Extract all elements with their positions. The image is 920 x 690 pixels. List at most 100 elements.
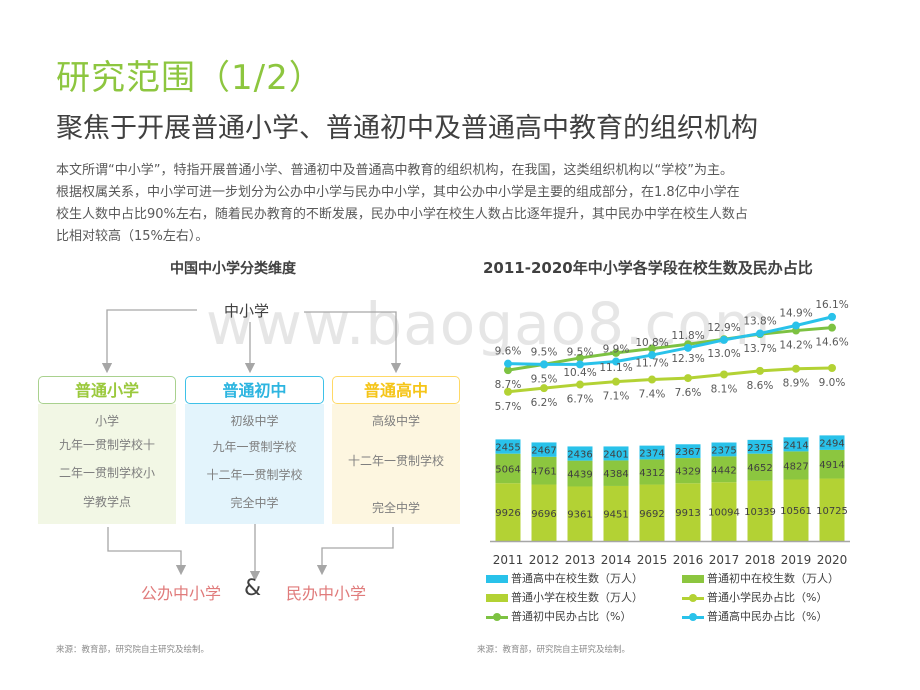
intro-line: 比相对较高（15%左右）。: [56, 229, 209, 244]
bar-value-label: 9926: [495, 508, 520, 519]
line-point: [504, 387, 512, 396]
line-value-label: 9.5%: [567, 346, 594, 358]
private-schools-label: 民办中小学: [286, 584, 367, 603]
bar-value-label: 2467: [531, 446, 556, 457]
ampersand: &: [244, 576, 262, 601]
legend-label: 普通小学民办占比（%）: [707, 591, 828, 604]
legend-swatch: [486, 594, 508, 602]
bar-value-label: 2455: [495, 443, 520, 454]
bar-primary: [711, 482, 737, 541]
line-value-label: 8.9%: [783, 378, 810, 390]
bar-value-label: 10094: [708, 508, 740, 519]
line-point: [540, 360, 548, 369]
x-tick-label: 2018: [745, 553, 776, 567]
bar-value-label: 2375: [711, 445, 736, 456]
line-point: [576, 353, 584, 362]
bar-value-label: 4384: [603, 469, 628, 480]
category-item: 十二年一贯制学校: [206, 468, 303, 482]
root-node: 中小学: [224, 302, 270, 320]
category-junior: 普通初中: [185, 376, 324, 404]
line-value-label: 8.6%: [747, 380, 774, 392]
line-value-label: 9.0%: [819, 377, 846, 389]
bar-primary: [819, 478, 845, 541]
line-value-label: 10.4%: [563, 367, 596, 379]
chart-canvas: 9926 5064 2455 9696 4761 2467 9361 4439 2436 9451…: [490, 299, 850, 567]
line-value-label: 11.8%: [671, 330, 704, 342]
line-value-label: 13.0%: [707, 348, 740, 360]
bar-value-label: 10725: [816, 506, 848, 517]
line-primary-private-share: [507, 366, 833, 394]
connector-to-primary: [101, 309, 197, 374]
category-senior: 普通高中: [332, 376, 460, 404]
intro-line: 本文所谓“中小学”，特指开展普通小学、普通初中及普通高中教育的组织机构，在我国，…: [56, 163, 733, 178]
line-value-label: 12.3%: [671, 353, 704, 365]
line-value-label: 6.7%: [567, 394, 594, 406]
line-value-label: 7.1%: [603, 391, 630, 403]
line-value-label: 14.9%: [779, 308, 812, 320]
line-point: [684, 343, 692, 352]
line-value-label: 16.1%: [815, 299, 848, 311]
bar-value-label: 4761: [531, 467, 556, 478]
bar-junior: [819, 449, 845, 479]
bar-value-label: 4439: [567, 470, 592, 481]
bar-senior: [603, 446, 629, 461]
line-value-label: 13.8%: [743, 315, 776, 327]
bar-value-label: 4827: [783, 461, 808, 472]
x-tick-label: 2016: [673, 553, 704, 567]
bar-value-label: 10339: [744, 507, 776, 518]
intro-line: 根据权属关系，中小学可进一步划分为公办中小学与民办中小学，其中公办中小学是主要的…: [56, 185, 740, 200]
bar-primary: [747, 480, 773, 541]
bar-value-label: 9361: [567, 510, 592, 521]
legend-label: 普通初中在校生数（万人）: [707, 572, 839, 585]
x-tick-label: 2014: [601, 553, 632, 567]
line-value-label: 9.6%: [495, 346, 522, 358]
connector-primary-to-public: [107, 527, 187, 576]
legend-label: 普通初中民办占比（%）: [511, 610, 632, 623]
source-note-left: 来源：教育部，研究院自主研究及绘制。: [56, 645, 210, 655]
line-point: [828, 312, 836, 321]
line-value-label: 9.5%: [531, 373, 558, 385]
legend-swatch: [682, 575, 704, 583]
chart-title: 2011-2020年中小学各学段在校生数及民办占比: [483, 259, 813, 277]
bar-senior: [711, 442, 737, 457]
bar-senior: [567, 446, 593, 461]
category-item: 完全中学: [230, 496, 279, 510]
category-primary: 普通小学: [38, 376, 176, 404]
line-value-label: 13.7%: [743, 343, 776, 355]
bar-senior: [675, 444, 701, 459]
line-value-label: 7.4%: [639, 389, 666, 401]
bar-value-label: 4914: [819, 460, 844, 471]
bar-junior: [675, 458, 701, 484]
line-point: [540, 384, 548, 393]
bar-junior: [747, 453, 773, 481]
category-primary-items: 小学 九年一贯制学校十 二年一贯制学校小 学教学点: [38, 404, 176, 524]
page-subtitle: 聚焦于开展普通小学、普通初中及普通高中教育的组织机构: [56, 113, 758, 144]
line-point: [828, 323, 836, 332]
bar-junior: [567, 460, 593, 487]
line-point: [756, 366, 764, 375]
line-senior-private-share: [507, 315, 833, 366]
legend-label: 普通高中民办占比（%）: [707, 610, 828, 623]
bar-value-label: 4652: [747, 463, 772, 474]
line-point: [612, 348, 620, 357]
line-junior-private-share: [507, 326, 833, 372]
bar-junior: [783, 451, 809, 480]
bar-junior: [531, 456, 557, 485]
x-tick-label: 2011: [493, 553, 524, 567]
line-value-label: 10.8%: [635, 337, 668, 349]
bar-value-label: 2436: [567, 450, 592, 461]
connector-to-senior: [304, 311, 402, 374]
category-senior-items: 高级中学 十二年一贯制学校 完全中学: [332, 404, 460, 524]
category-item: 小学: [94, 414, 119, 428]
legend-swatch: [486, 575, 508, 583]
bar-primary: [675, 483, 701, 541]
line-value-label: 7.6%: [675, 387, 702, 399]
bar-primary: [567, 486, 593, 541]
x-tick-label: 2019: [781, 553, 812, 567]
legend-item: 普通小学民办占比（%）: [682, 589, 827, 607]
category-item: 初级中学: [230, 414, 279, 428]
bar-senior: [747, 439, 773, 454]
x-tick-label: 2015: [637, 553, 668, 567]
diagram-heading: 中国中小学分类维度: [170, 261, 296, 277]
bar-value-label: 10561: [780, 506, 812, 517]
